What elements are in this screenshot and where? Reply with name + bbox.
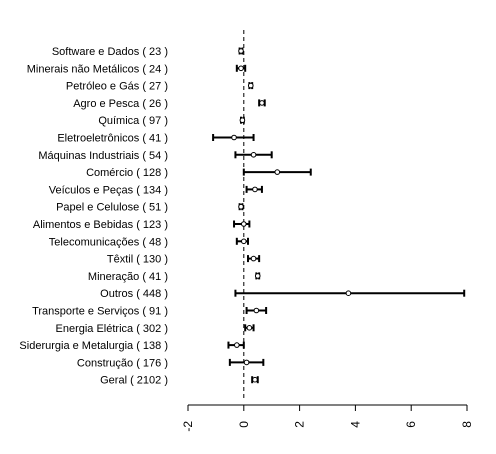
forest-row: Energia Elétrica ( 302 ) (56, 323, 255, 335)
row-label: Geral ( 2102 ) (100, 375, 168, 387)
x-tick-label: -2 (181, 421, 195, 432)
row-label: Outros ( 448 ) (100, 288, 168, 300)
x-tick-label: 6 (404, 421, 418, 428)
forest-row: Transporte e Serviços ( 91 ) (32, 306, 268, 318)
row-label: Construção ( 176 ) (77, 357, 168, 369)
estimate-point (253, 307, 260, 314)
estimate-point (274, 169, 281, 175)
row-label: Telecomunicações ( 48 ) (49, 236, 168, 248)
forest-row: Geral ( 2102 ) (100, 375, 259, 387)
row-label: Alimentos e Bebidas ( 123 ) (33, 219, 168, 231)
forest-row: Minerais não Metálicos ( 24 ) (27, 63, 247, 75)
row-label: Papel e Celulose ( 51 ) (56, 202, 168, 214)
forest-row: Mineração ( 41 ) (88, 271, 261, 283)
x-tick-label: 4 (348, 421, 362, 428)
forest-row: Siderurgia e Metalurgia ( 138 ) (19, 340, 245, 352)
estimate-point (241, 238, 247, 245)
forest-row: Software e Dados ( 23 ) (52, 46, 244, 58)
estimate-point (243, 359, 250, 366)
forest-rows: Software e Dados ( 23 ) Minerais não Metá… (19, 46, 466, 387)
forest-row: Eletroeletrônicos ( 41 ) (57, 133, 255, 145)
estimate-point (238, 203, 244, 210)
estimate-point (259, 100, 265, 106)
x-tick-label: 2 (293, 421, 307, 428)
forest-row: Papel e Celulose ( 51 ) (56, 202, 244, 214)
x-tick-label: 8 (460, 421, 474, 428)
x-axis: -2 0 2 4 6 8 (181, 404, 474, 432)
forest-row: Construção ( 176 ) (77, 357, 265, 369)
forest-row: Outros ( 448 ) (100, 288, 466, 300)
row-label: Máquinas Industriais ( 54 ) (38, 150, 168, 162)
row-label: Transporte e Serviços ( 91 ) (32, 306, 168, 318)
estimate-point (247, 82, 254, 89)
row-label: Energia Elétrica ( 302 ) (56, 323, 169, 335)
row-label: Veículos e Peças ( 134 ) (49, 184, 168, 196)
estimate-point (252, 376, 258, 383)
forest-row: Têxtil ( 130 ) (107, 254, 261, 266)
row-label: Mineração ( 41 ) (88, 271, 168, 283)
estimate-point (250, 152, 257, 158)
forest-row: Veículos e Peças ( 134 ) (49, 184, 263, 196)
row-label: Minerais não Metálicos ( 24 ) (27, 63, 168, 75)
forest-row: Telecomunicações ( 48 ) (49, 236, 249, 248)
estimate-point (231, 134, 237, 141)
x-tick-label: 0 (237, 421, 251, 428)
estimate-point (252, 186, 258, 193)
forest-row: Petróleo e Gás ( 27 ) (66, 81, 254, 93)
estimate-point (239, 117, 246, 123)
row-label: Comércio ( 128 ) (86, 167, 168, 179)
forest-row: Química ( 97 ) (98, 115, 246, 127)
estimate-point (254, 273, 261, 279)
forest-row: Alimentos e Bebidas ( 123 ) (33, 219, 251, 231)
estimate-point (246, 325, 253, 331)
forest-row: Comércio ( 128 ) (86, 167, 312, 179)
estimate-point (250, 255, 257, 262)
row-label: Agro e Pesca ( 26 ) (73, 98, 168, 110)
estimate-point (238, 65, 244, 72)
estimate-point (345, 290, 352, 297)
row-label: Eletroeletrônicos ( 41 ) (57, 133, 168, 145)
row-label: Siderurgia e Metalurgia ( 138 ) (19, 340, 168, 352)
estimate-point (241, 221, 247, 227)
row-label: Química ( 97 ) (98, 115, 168, 127)
estimate-point (234, 342, 240, 348)
forest-row: Máquinas Industriais ( 54 ) (38, 150, 273, 162)
row-label: Petróleo e Gás ( 27 ) (66, 81, 168, 93)
row-label: Têxtil ( 130 ) (107, 254, 168, 266)
row-label: Software e Dados ( 23 ) (52, 46, 168, 58)
forest-row: Agro e Pesca ( 26 ) (73, 98, 266, 110)
estimate-point (238, 48, 244, 54)
